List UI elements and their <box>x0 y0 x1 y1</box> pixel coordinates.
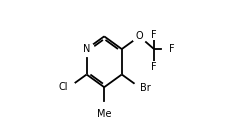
Text: O: O <box>135 31 143 41</box>
Text: F: F <box>150 62 156 72</box>
Text: Cl: Cl <box>58 82 68 92</box>
Text: F: F <box>150 30 156 39</box>
Text: F: F <box>168 44 174 54</box>
Text: N: N <box>82 44 90 54</box>
Text: Me: Me <box>96 109 111 119</box>
Text: Br: Br <box>140 83 150 93</box>
